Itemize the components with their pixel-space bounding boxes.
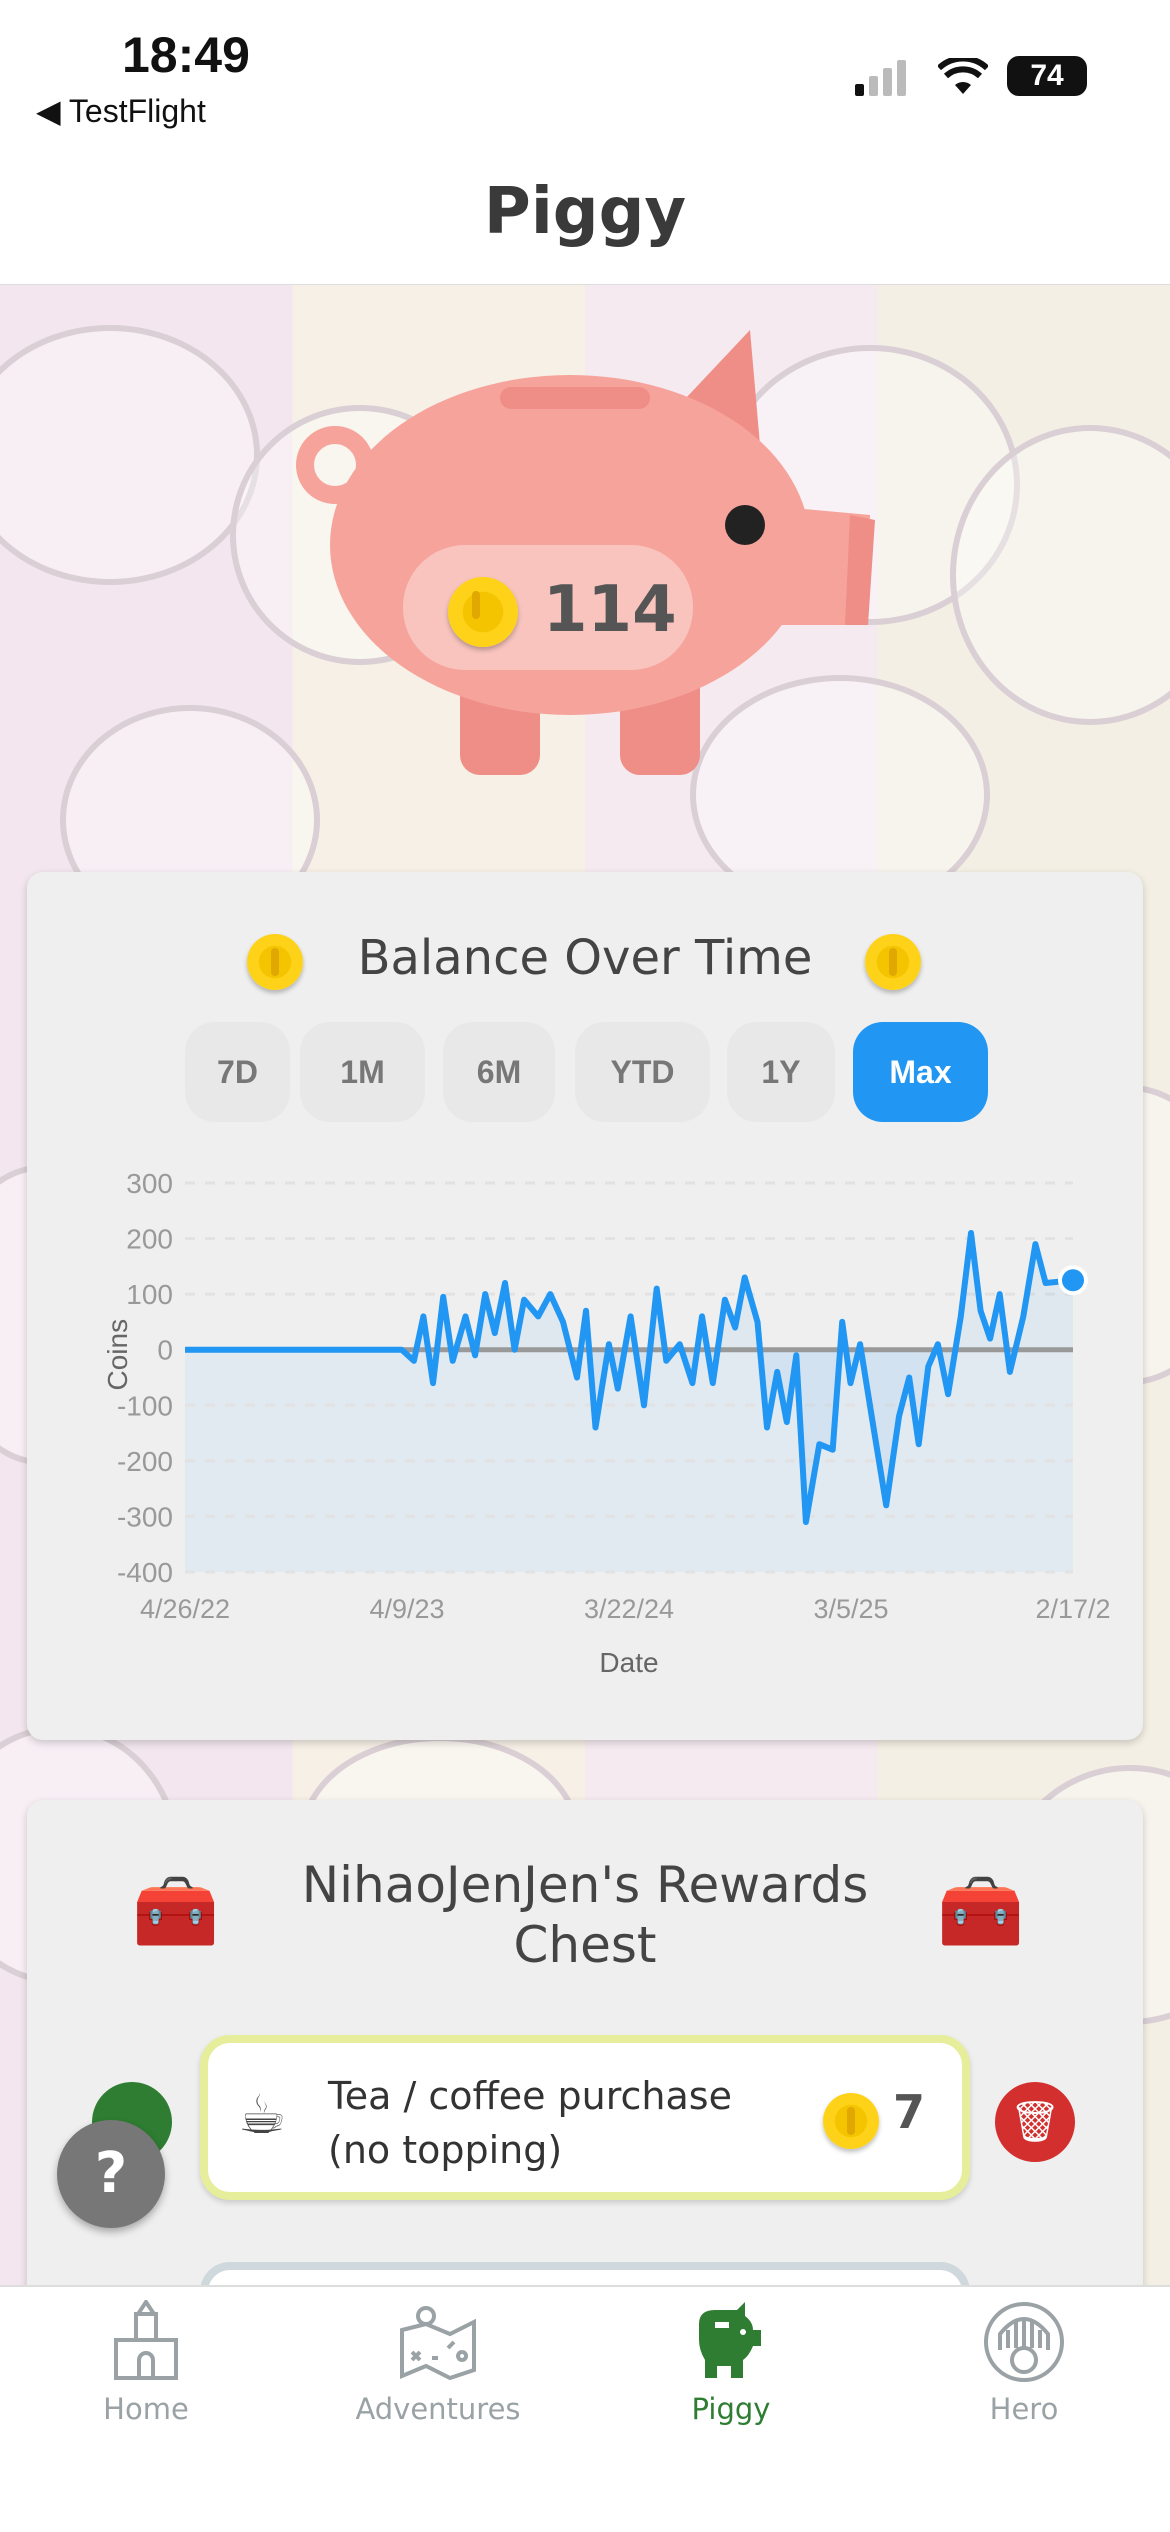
tab-adventures[interactable]: Adventures: [292, 2300, 584, 2426]
x-tick-label: 3/5/25: [813, 1594, 888, 1624]
y-tick-label: 200: [126, 1224, 173, 1255]
range-7d-button[interactable]: 7D: [185, 1022, 290, 1122]
tab-label: Adventures: [355, 2392, 521, 2426]
coffee-cup-icon: ☕: [238, 2083, 287, 2146]
battery-indicator: 74: [1007, 56, 1087, 96]
balance-badge: 114: [403, 545, 693, 670]
balance-line-chart: 300 200 100 0 -100 -200 -300 -400 4/26/22 4/9/23 3…: [102, 1168, 1111, 1678]
castle-icon: [114, 2298, 178, 2380]
app-header: [0, 0, 1170, 285]
rewards-title: NihaoJenJen's Rewards Chest: [301, 1856, 869, 1974]
status-time: 18:49: [122, 27, 250, 83]
balance-value: 114: [543, 573, 677, 647]
range-1m-button[interactable]: 1M: [300, 1022, 425, 1122]
rewards-chest-card: 🧰 NihaoJenJen's Rewards Chest 🧰 ☕ Tea / …: [27, 1800, 1143, 2362]
y-axis-label: Coins: [102, 1319, 133, 1391]
treasure-chest-icon: 🧰: [937, 1870, 1025, 1952]
x-tick-label: 2/17/2: [1035, 1594, 1110, 1624]
back-app-label: TestFlight: [68, 93, 206, 129]
range-ytd-button[interactable]: YTD: [575, 1022, 710, 1122]
coin-icon: [448, 577, 518, 647]
tab-piggy[interactable]: Piggy: [585, 2300, 877, 2426]
bottom-tab-bar: [0, 2285, 1170, 2532]
treasure-chest-icon: 🧰: [132, 1870, 220, 1952]
balance-chart-card: Balance Over Time 7D 1M 6M YTD 1Y Max 30…: [27, 872, 1143, 1740]
x-tick-label: 4/26/22: [140, 1594, 230, 1624]
reward-label: Tea / coffee purchase (no topping): [328, 2074, 732, 2172]
coin-icon: [865, 934, 921, 990]
y-tick-label: 100: [126, 1279, 173, 1310]
signal-icon: [855, 60, 915, 100]
area-fill: [185, 1233, 1073, 1522]
trash-icon: 🗑: [1009, 2099, 1061, 2145]
balance-line: [185, 1230, 1074, 1525]
piggy-bank-icon: [699, 2302, 761, 2378]
tab-label: Piggy: [691, 2392, 771, 2426]
range-1y-button[interactable]: 1Y: [727, 1022, 835, 1122]
tab-label: Hero: [989, 2392, 1059, 2426]
reward-cost: 7: [893, 2085, 926, 2139]
coin-icon: [247, 934, 303, 990]
y-tick-label: 0: [157, 1335, 173, 1366]
y-tick-label: -400: [117, 1557, 173, 1588]
range-max-button[interactable]: Max: [853, 1022, 988, 1122]
back-to-testflight-link[interactable]: ◀ TestFlight: [36, 93, 206, 129]
map-icon: [400, 2306, 476, 2381]
range-6m-button[interactable]: 6M: [443, 1022, 555, 1122]
y-tick-label: -300: [117, 1501, 173, 1532]
page-title: Piggy: [483, 175, 687, 249]
reward-item[interactable]: ☕ Tea / coffee purchase (no topping) 7: [200, 2035, 970, 2200]
help-button[interactable]: ?: [57, 2120, 165, 2228]
y-tick-label: 300: [126, 1168, 173, 1199]
y-tick-label: -200: [117, 1446, 173, 1477]
coin-icon: [823, 2093, 879, 2149]
x-tick-label: 4/9/23: [369, 1594, 444, 1624]
tab-label: Home: [103, 2392, 189, 2426]
chart-title: Balance Over Time: [357, 930, 813, 986]
wifi-icon: [936, 55, 990, 100]
tab-hero[interactable]: Hero: [878, 2300, 1170, 2426]
latest-point-marker: [1058, 1265, 1088, 1296]
tab-home[interactable]: Home: [0, 2298, 292, 2426]
x-tick-label: 3/22/24: [584, 1594, 674, 1624]
y-tick-label: -100: [117, 1390, 173, 1421]
x-axis-label: Date: [599, 1647, 658, 1678]
delete-reward-button[interactable]: 🗑: [995, 2082, 1075, 2162]
knight-helmet-icon: [984, 2302, 1064, 2382]
